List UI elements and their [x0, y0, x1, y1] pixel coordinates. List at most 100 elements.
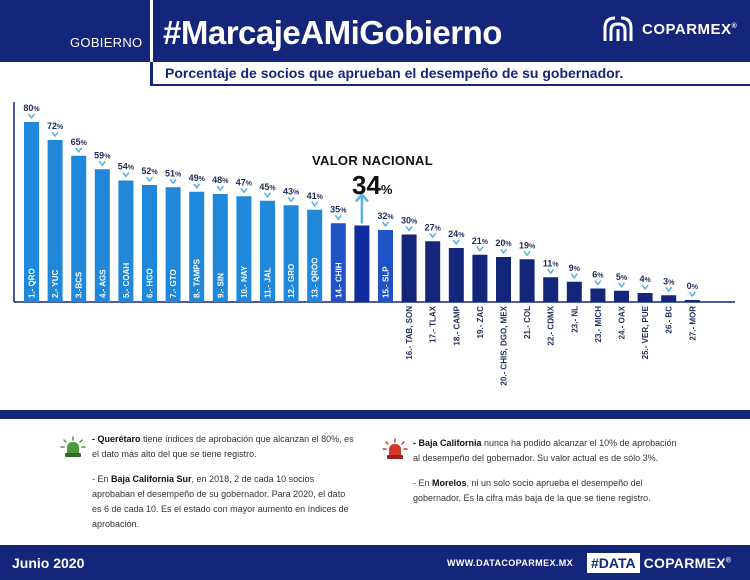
- value-marker: [641, 284, 649, 291]
- report-date: Junio 2020: [12, 555, 85, 571]
- category-label: 2.- YUC: [51, 269, 60, 298]
- note-bcs: - En Baja California Sur, en 2018, 2 de …: [92, 474, 349, 529]
- category-label: 5.- COAH: [122, 263, 131, 298]
- category-label: 14.- CHIH: [334, 262, 343, 298]
- value-label: 54%: [118, 162, 135, 172]
- bar-17-tlax: [425, 241, 441, 302]
- coparmex-logo-icon: [603, 16, 633, 41]
- bar-6-hgo: [142, 185, 157, 302]
- category-label: 23.- NL: [570, 306, 579, 333]
- value-label: 59%: [94, 150, 111, 160]
- notes-right: - Baja California nunca ha podido alcanz…: [413, 436, 685, 506]
- website-link[interactable]: WWW.DATACOPARMEX.MX: [447, 558, 574, 568]
- value-label: 9%: [569, 263, 581, 273]
- bar-14-chih: [330, 223, 346, 302]
- category-label: 27.- MOR: [688, 306, 697, 341]
- national-value: 34%: [352, 170, 393, 200]
- brand-name: COPARMEX®: [642, 21, 738, 38]
- value-marker: [193, 183, 201, 189]
- category-label: 21.- COL: [523, 306, 532, 339]
- bar-national: [354, 225, 370, 302]
- approval-bar-chart: 80% 1.- QRO 72% 2.- YUC 65% 3.-BCS 59% 4.- AGS 5…: [13, 102, 735, 386]
- value-marker: [429, 232, 437, 239]
- category-label: 10.- NAY: [240, 265, 249, 298]
- category-label: 22.- CDMX: [547, 305, 556, 345]
- value-label: 30%: [401, 216, 418, 226]
- bar-19-zac: [472, 254, 488, 302]
- data-tag: #DATA: [587, 552, 640, 573]
- bar-15-slp: [378, 230, 393, 302]
- category-label: 20.- CHIS, DGO, MEX: [500, 305, 509, 385]
- value-marker: [688, 291, 696, 298]
- value-label: 47%: [236, 177, 253, 187]
- value-label: 51%: [165, 168, 182, 178]
- value-label: 20%: [495, 238, 512, 248]
- value-label: 0%: [687, 281, 699, 291]
- value-marker: [75, 147, 83, 153]
- value-marker: [169, 178, 177, 185]
- value-label: 52%: [141, 166, 158, 176]
- value-marker: [547, 268, 555, 275]
- value-marker: [263, 192, 272, 198]
- value-marker: [476, 246, 484, 252]
- category-label: 18.- CAMP: [452, 305, 461, 345]
- value-label: 48%: [212, 175, 229, 185]
- value-marker: [617, 282, 626, 288]
- value-marker: [381, 221, 390, 228]
- value-label: 45%: [259, 182, 276, 192]
- bar-27-mor: [684, 300, 700, 302]
- value-label: 41%: [307, 191, 324, 201]
- category-label: 9.- SIN: [216, 273, 225, 298]
- national-arrow: [354, 192, 369, 224]
- category-label: 6.- HGO: [146, 268, 155, 298]
- bar-26-bc: [661, 295, 677, 302]
- value-marker: [405, 226, 413, 232]
- category-label: 7.- GTO: [169, 269, 178, 298]
- value-marker: [98, 160, 106, 167]
- value-label: 3%: [663, 276, 675, 286]
- bar-5-coah: [118, 180, 134, 302]
- value-label: 72%: [47, 121, 64, 131]
- category-label: 15.- SLP: [382, 266, 391, 298]
- note-queretaro: - Querétaro tiene índices de aprobación …: [92, 434, 354, 459]
- value-label: 24%: [448, 229, 465, 239]
- bar-23-mich: [590, 288, 606, 302]
- value-marker: [287, 196, 295, 203]
- note-baja-california: - Baja California nunca ha podido alcanz…: [413, 438, 677, 463]
- page-title: #MarcajeAMiGobierno: [163, 14, 502, 51]
- coparmex-logo: COPARMEX®: [602, 14, 742, 44]
- value-label: 65%: [71, 137, 88, 147]
- value-label: 80%: [23, 103, 40, 113]
- value-label: 11%: [543, 258, 560, 268]
- bar-25-ver-pue: [637, 293, 653, 302]
- value-marker: [334, 214, 342, 221]
- value-marker: [122, 172, 130, 178]
- value-marker: [499, 248, 508, 255]
- datacoparmex-logo: #DATA COPARMEX®: [587, 552, 731, 573]
- category-label: 17.- TLAX: [429, 305, 438, 343]
- value-marker: [145, 176, 154, 183]
- category-label: 1.- QRO: [28, 268, 37, 298]
- value-label: 5%: [616, 272, 628, 282]
- bar-11-jal: [260, 200, 275, 302]
- category-label: 25.- VER, PUE: [641, 305, 650, 359]
- value-marker: [240, 187, 248, 194]
- bar-12-gro: [283, 205, 299, 302]
- value-marker: [665, 286, 673, 293]
- bar-22-cdmx: [543, 277, 559, 302]
- bar-3-bcs: [71, 155, 87, 302]
- bar-1-qro: [24, 122, 39, 302]
- value-label: 21%: [472, 236, 489, 246]
- category-label: 8.- TAMPS: [193, 258, 202, 298]
- note-morelos: - En Morelos, ni un solo socio aprueba e…: [413, 478, 651, 503]
- category-label: 13.- QROO: [311, 258, 320, 298]
- category-label: 23.- MICH: [594, 306, 603, 343]
- value-marker: [311, 201, 319, 207]
- value-label: 43%: [283, 186, 300, 196]
- value-marker: [216, 185, 224, 192]
- bar-7-gto: [165, 187, 181, 302]
- section-label: GOBIERNO: [70, 35, 143, 50]
- divider-band: [0, 410, 750, 419]
- category-label: 4.- AGS: [98, 269, 107, 298]
- bar-10-nay: [236, 196, 252, 302]
